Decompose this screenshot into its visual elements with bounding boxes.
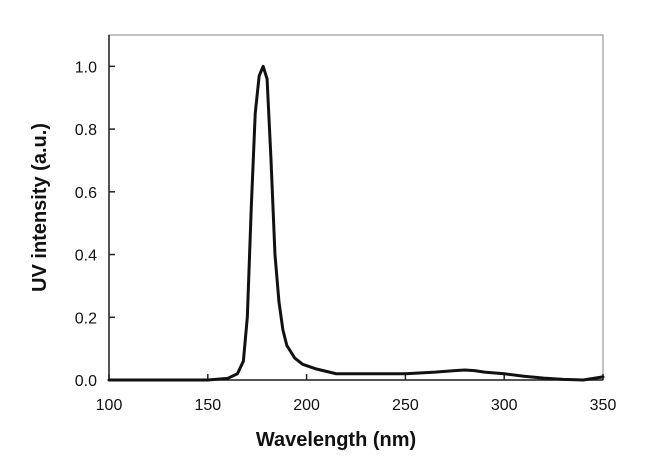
- series-line-0: [107, 64, 605, 382]
- x-tick-label: 250: [392, 397, 419, 414]
- x-axis-label: Wavelength (nm): [256, 429, 416, 451]
- y-tick-label: 1.0: [75, 59, 97, 76]
- x-tick-label: 300: [491, 397, 518, 414]
- x-tick-label: 100: [96, 397, 123, 414]
- y-tick-label: 0.8: [75, 122, 97, 139]
- y-tick-label: 0.6: [75, 185, 97, 202]
- y-tick-label: 0.2: [75, 310, 97, 327]
- x-tick-label: 150: [194, 397, 221, 414]
- x-tick-label: 200: [293, 397, 320, 414]
- plot-frame: [108, 34, 604, 381]
- y-tick-label: 0.0: [75, 373, 97, 390]
- x-tick-label: 350: [590, 397, 617, 414]
- y-axis-label: UV intensity (a.u.): [29, 123, 51, 292]
- y-tick-label: 0.4: [75, 248, 97, 265]
